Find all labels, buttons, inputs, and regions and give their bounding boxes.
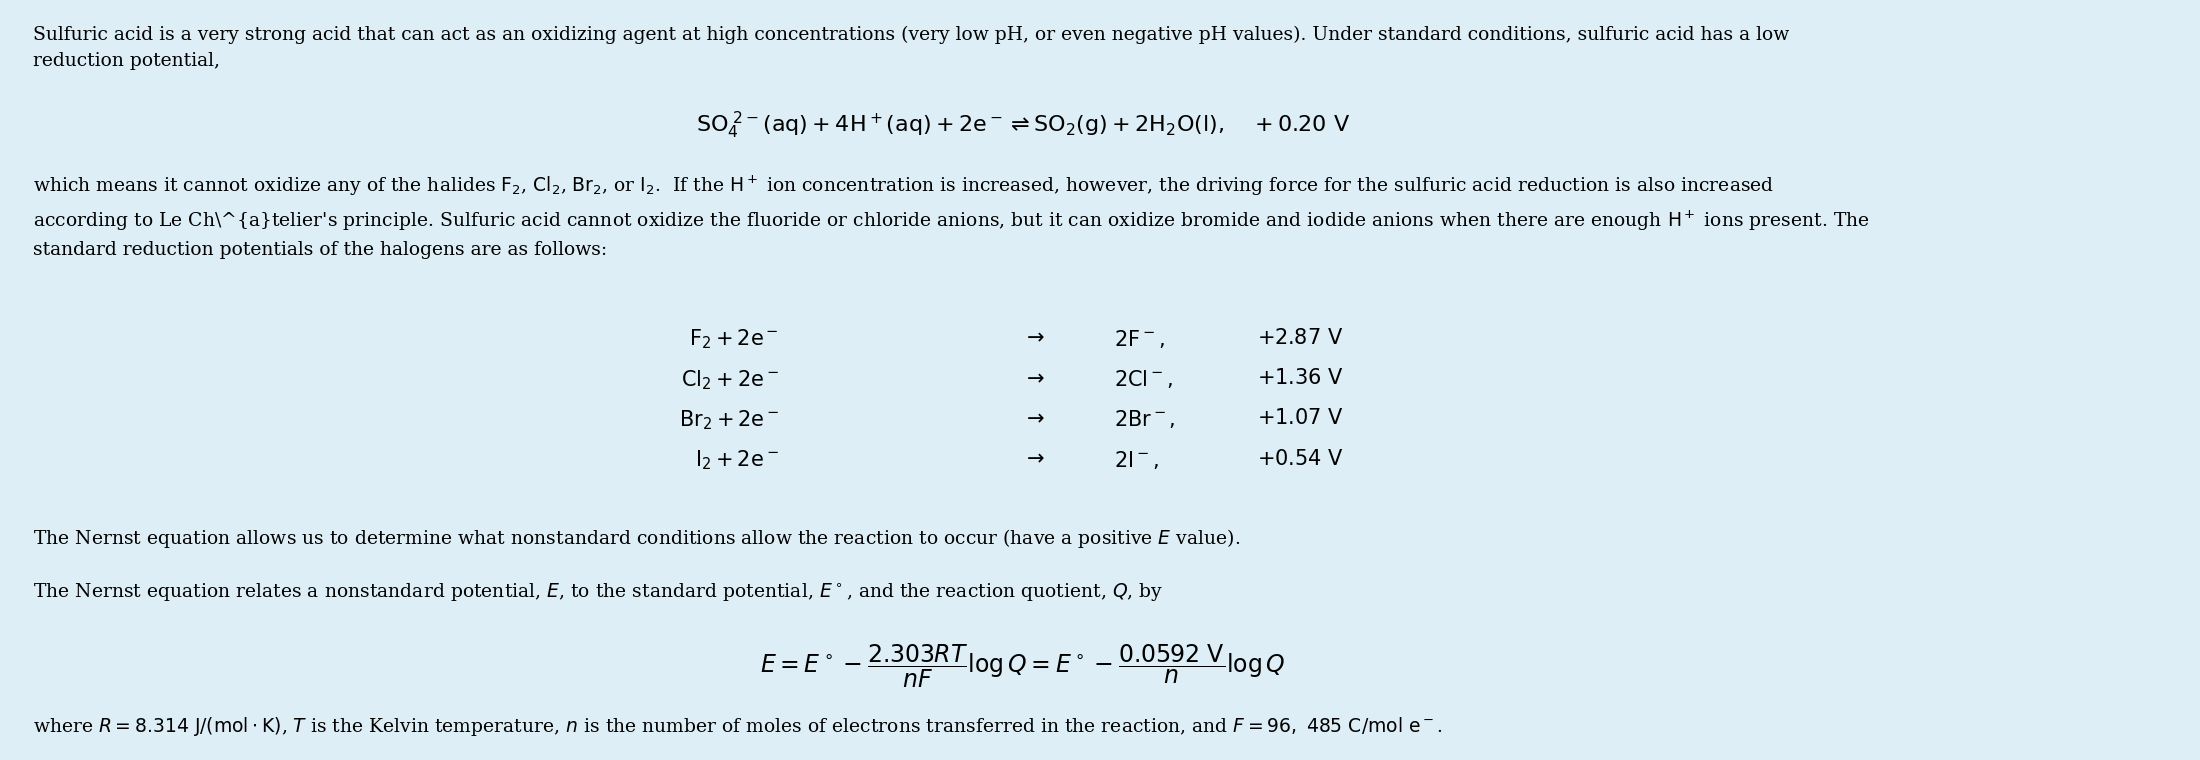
Text: $+1.36\ \mathrm{V}$: $+1.36\ \mathrm{V}$: [1256, 368, 1344, 388]
Text: $\rightarrow$: $\rightarrow$: [1021, 448, 1045, 467]
Text: The Nernst equation allows us to determine what nonstandard conditions allow the: The Nernst equation allows us to determi…: [33, 527, 1241, 550]
Text: $\rightarrow$: $\rightarrow$: [1021, 368, 1045, 387]
Text: $\mathrm{F_2 + 2e^-}$: $\mathrm{F_2 + 2e^-}$: [689, 328, 779, 351]
Text: $\mathrm{2Cl^-},$: $\mathrm{2Cl^-},$: [1115, 368, 1173, 390]
Text: $\mathrm{2Br^-},$: $\mathrm{2Br^-},$: [1115, 408, 1177, 430]
Text: $+2.87\ \mathrm{V}$: $+2.87\ \mathrm{V}$: [1256, 328, 1342, 347]
Text: $\mathrm{2F^-},$: $\mathrm{2F^-},$: [1115, 328, 1166, 350]
Text: $+0.54\ \mathrm{V}$: $+0.54\ \mathrm{V}$: [1256, 448, 1344, 469]
Text: The Nernst equation relates a nonstandard potential, $E$, to the standard potent: The Nernst equation relates a nonstandar…: [33, 581, 1164, 603]
Text: $\rightarrow$: $\rightarrow$: [1021, 328, 1045, 347]
Text: $\mathrm{I_2 + 2e^-}$: $\mathrm{I_2 + 2e^-}$: [695, 448, 779, 472]
Text: $\mathrm{SO_4^{\ 2-}(aq) + 4H^+(aq) + 2e^- \rightleftharpoons SO_2(g) + 2H_2O(l): $\mathrm{SO_4^{\ 2-}(aq) + 4H^+(aq) + 2e…: [695, 109, 1351, 141]
Text: $\mathrm{Br_2 + 2e^-}$: $\mathrm{Br_2 + 2e^-}$: [678, 408, 779, 432]
Text: $E = E^\circ - \dfrac{2.303RT}{nF}\log Q = E^\circ - \dfrac{0.0592\ \mathrm{V}}{: $E = E^\circ - \dfrac{2.303RT}{nF}\log Q…: [761, 643, 1285, 690]
Text: $\mathrm{2I^-},$: $\mathrm{2I^-},$: [1115, 448, 1159, 470]
Text: where $R = 8.314\ \mathrm{J/(mol \cdot K)}$, $T$ is the Kelvin temperature, $n$ : where $R = 8.314\ \mathrm{J/(mol \cdot K…: [33, 715, 1443, 739]
Text: which means it cannot oxidize any of the halides $\mathrm{F_2}$, $\mathrm{Cl_2}$: which means it cannot oxidize any of the…: [33, 174, 1870, 259]
Text: Sulfuric acid is a very strong acid that can act as an oxidizing agent at high c: Sulfuric acid is a very strong acid that…: [33, 26, 1789, 71]
Text: $\mathrm{Cl_2 + 2e^-}$: $\mathrm{Cl_2 + 2e^-}$: [682, 368, 779, 391]
Text: $\rightarrow$: $\rightarrow$: [1021, 408, 1045, 427]
Text: $+1.07\ \mathrm{V}$: $+1.07\ \mathrm{V}$: [1256, 408, 1344, 429]
